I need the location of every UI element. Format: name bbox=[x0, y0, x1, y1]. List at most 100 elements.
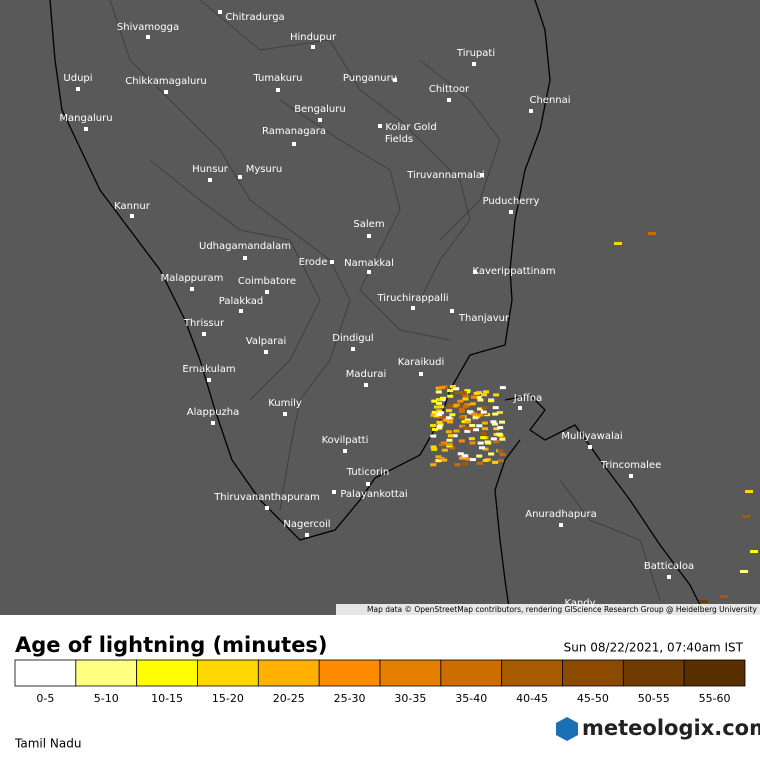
city-label: Mysuru bbox=[246, 164, 283, 175]
strike bbox=[480, 436, 487, 440]
city-label: Mangaluru bbox=[59, 113, 112, 124]
city-label: Chittoor bbox=[429, 84, 470, 95]
strike bbox=[480, 432, 487, 436]
city-dot bbox=[264, 350, 268, 354]
strike bbox=[431, 410, 438, 414]
city-dot bbox=[450, 309, 454, 313]
strike bbox=[451, 404, 458, 408]
strike bbox=[482, 427, 489, 431]
strike bbox=[482, 458, 489, 462]
attribution-bg bbox=[336, 604, 760, 615]
strike bbox=[436, 424, 443, 428]
strike bbox=[482, 447, 489, 451]
strike bbox=[458, 409, 465, 413]
strike bbox=[477, 407, 484, 411]
strike bbox=[493, 427, 500, 431]
city-label: Kumily bbox=[268, 398, 302, 409]
strike bbox=[488, 452, 495, 456]
strike bbox=[475, 395, 482, 399]
strike bbox=[457, 452, 464, 456]
strike bbox=[431, 447, 438, 451]
strike bbox=[462, 426, 469, 430]
borders bbox=[109, 0, 661, 601]
legend-swatch bbox=[440, 659, 503, 687]
strike bbox=[477, 413, 484, 417]
strike bbox=[491, 422, 498, 426]
city-dot bbox=[629, 474, 633, 478]
city-label: Nagercoil bbox=[283, 519, 330, 530]
strike bbox=[498, 420, 505, 424]
map-area bbox=[0, 0, 760, 615]
city-label: Anuradhapura bbox=[525, 509, 597, 520]
city-dot bbox=[292, 142, 296, 146]
strike bbox=[476, 454, 483, 458]
strike bbox=[740, 570, 748, 573]
strike bbox=[447, 404, 454, 408]
strike bbox=[476, 461, 483, 465]
strike bbox=[700, 600, 708, 603]
strike bbox=[436, 401, 443, 405]
strike bbox=[449, 385, 456, 389]
strike bbox=[499, 437, 506, 441]
city-dot bbox=[518, 406, 522, 410]
city-dot bbox=[367, 234, 371, 238]
city-label: Kolar Gold bbox=[385, 122, 436, 133]
strike bbox=[462, 454, 469, 458]
strike bbox=[448, 446, 455, 450]
strike bbox=[447, 420, 454, 424]
city-label: Hunsur bbox=[192, 164, 229, 175]
brand: meteologix.com bbox=[582, 716, 760, 740]
strike bbox=[473, 391, 480, 395]
strike bbox=[493, 440, 500, 444]
strike bbox=[436, 409, 443, 413]
city-label: Thanjavur bbox=[458, 313, 510, 324]
strike bbox=[438, 405, 445, 409]
legend-swatch bbox=[622, 659, 685, 687]
strike bbox=[493, 393, 500, 397]
strike bbox=[437, 411, 444, 415]
city-label: Tiruvannamalai bbox=[406, 170, 484, 181]
strike bbox=[469, 458, 476, 462]
city-dot bbox=[211, 421, 215, 425]
strike bbox=[430, 434, 437, 438]
city-dot bbox=[164, 90, 168, 94]
strike bbox=[460, 391, 467, 395]
strike bbox=[467, 427, 474, 431]
city-dot bbox=[243, 256, 247, 260]
strike bbox=[457, 399, 464, 403]
strike bbox=[488, 399, 495, 403]
strike bbox=[462, 395, 469, 399]
strike bbox=[482, 390, 489, 394]
city-dot bbox=[419, 372, 423, 376]
city-label: Jaffna bbox=[513, 393, 542, 404]
strike bbox=[468, 437, 475, 441]
strike bbox=[492, 460, 499, 464]
legend-swatch bbox=[683, 659, 746, 687]
strike bbox=[436, 420, 443, 424]
strike bbox=[458, 407, 465, 411]
strike bbox=[458, 415, 465, 419]
strike bbox=[436, 413, 443, 417]
legend-label: 45-50 bbox=[577, 692, 609, 705]
lightning-strikes bbox=[430, 232, 758, 603]
city-label: Batticaloa bbox=[644, 561, 694, 572]
city-dot bbox=[332, 490, 336, 494]
strike bbox=[492, 406, 499, 410]
city-label: Kandy bbox=[564, 598, 595, 609]
city-label: Ramanagara bbox=[262, 126, 326, 137]
strike bbox=[439, 386, 446, 390]
strike bbox=[445, 430, 452, 434]
city-dot bbox=[473, 270, 477, 274]
city-dot bbox=[146, 35, 150, 39]
strike bbox=[451, 434, 458, 438]
strike bbox=[480, 393, 487, 397]
legend-label: 10-15 bbox=[151, 692, 183, 705]
city-dot bbox=[208, 178, 212, 182]
legend-swatch bbox=[257, 659, 320, 687]
city-dot bbox=[76, 87, 80, 91]
city-dot bbox=[311, 45, 315, 49]
city-dot bbox=[265, 506, 269, 510]
legend-label: 50-55 bbox=[638, 692, 670, 705]
strike bbox=[471, 412, 478, 416]
